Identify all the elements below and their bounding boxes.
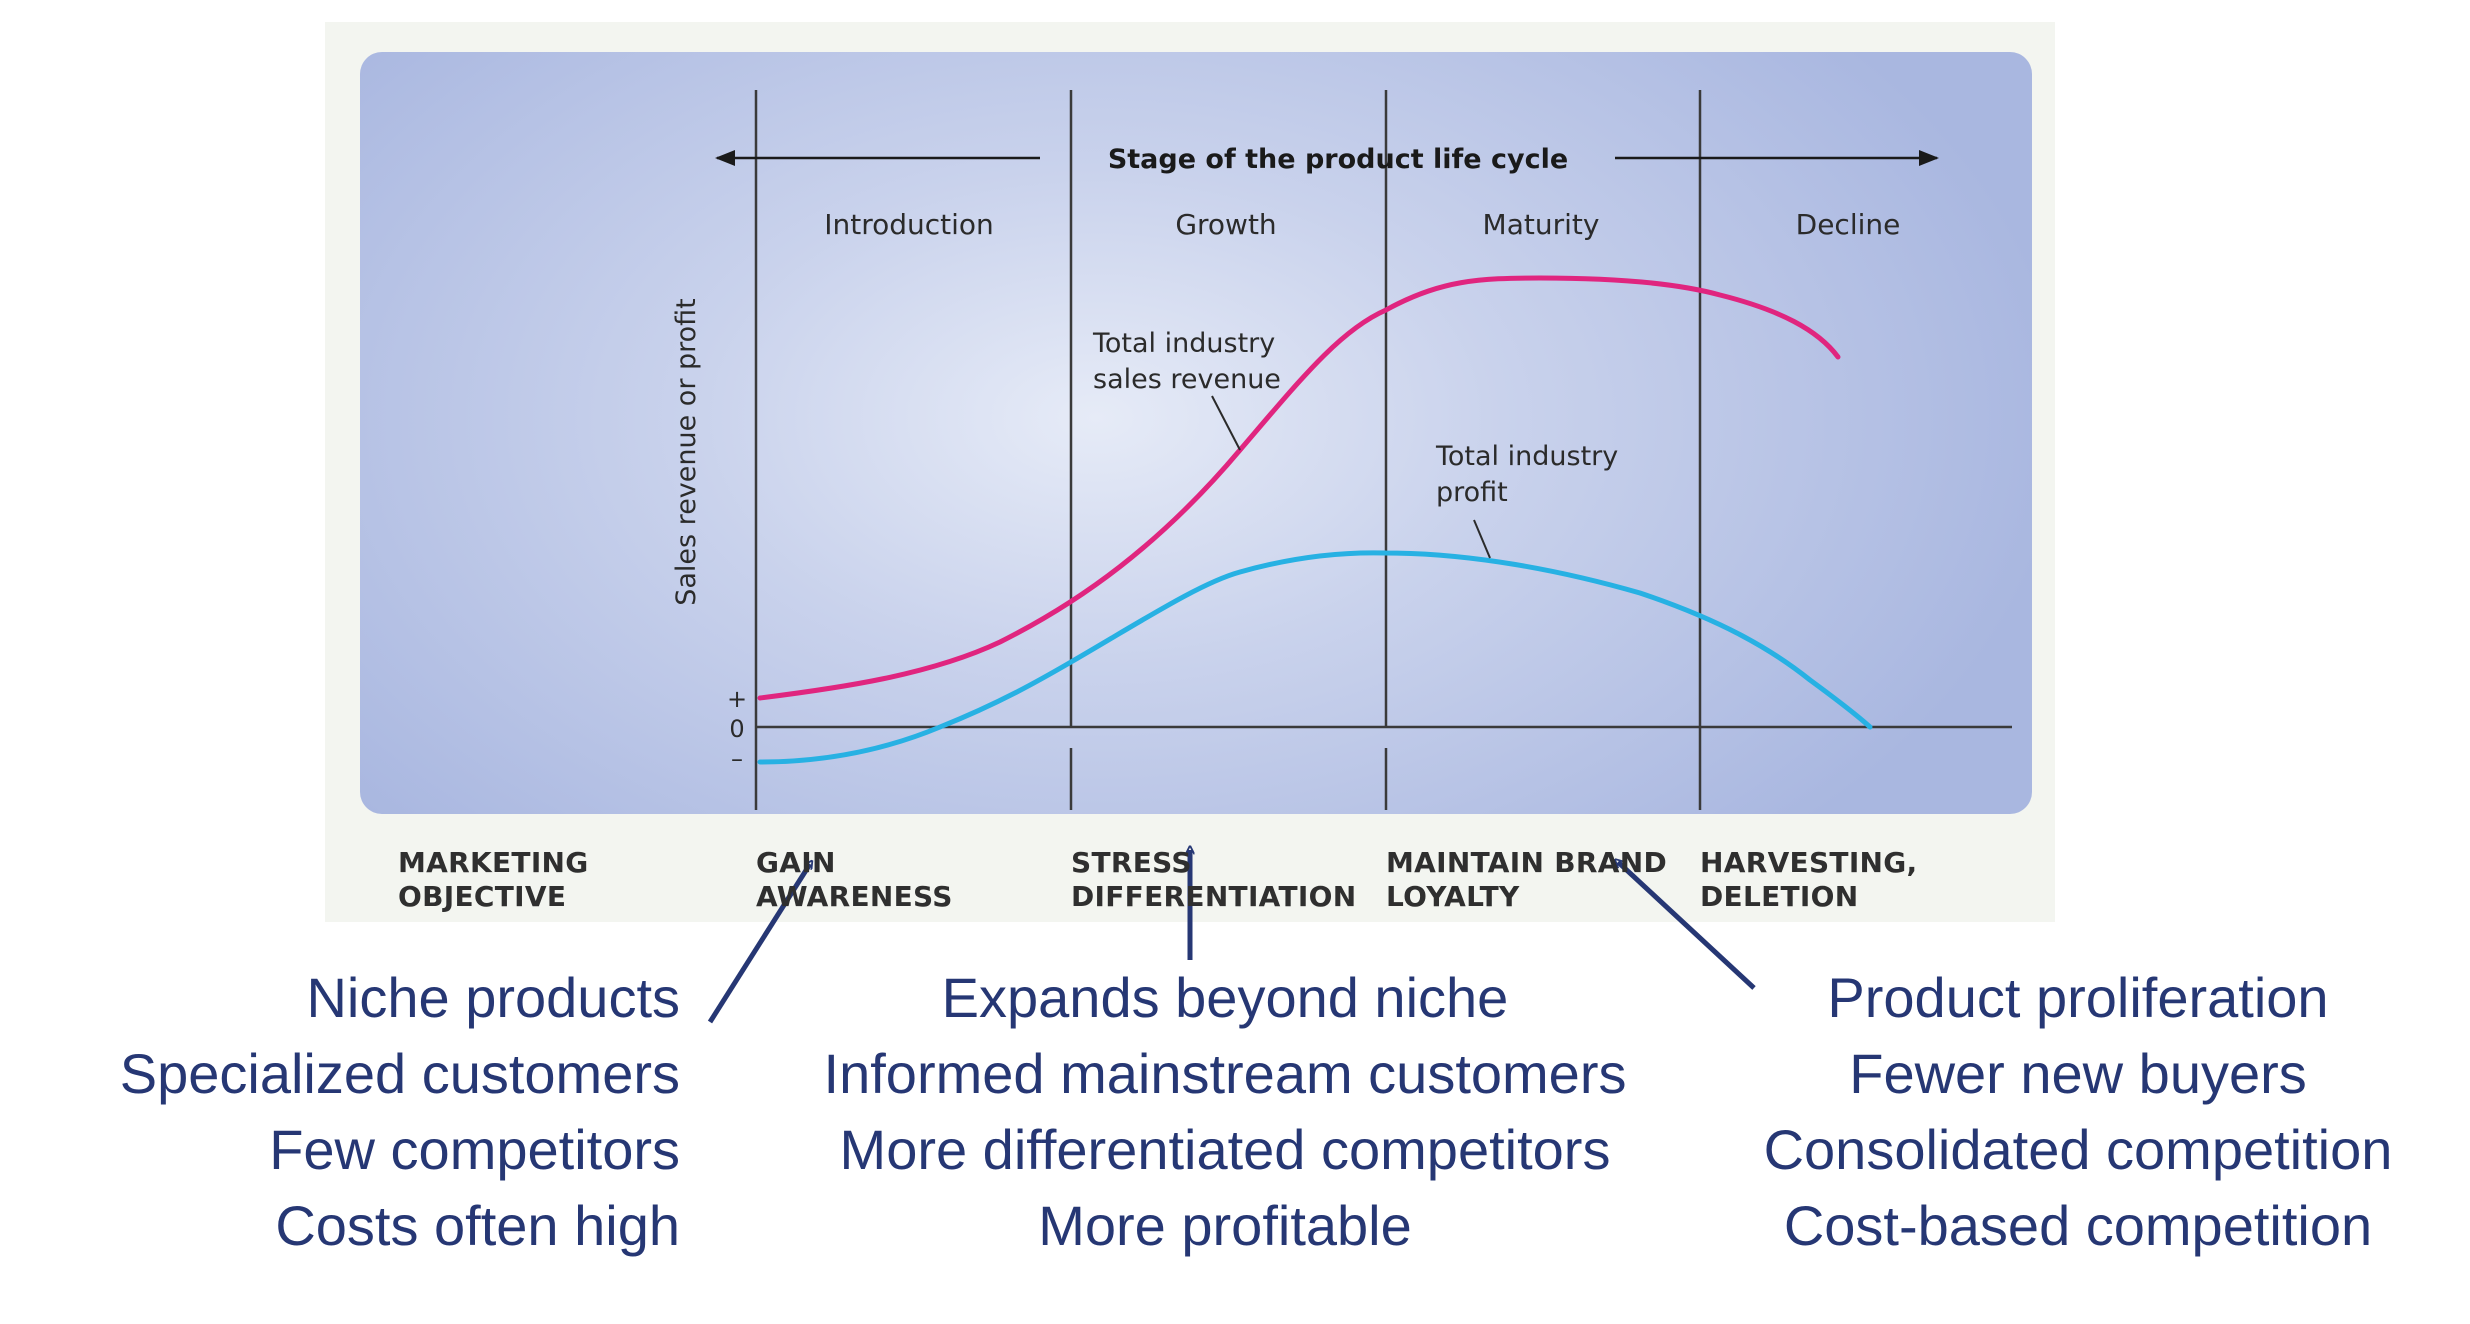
objective-text-line: STRESS bbox=[1071, 846, 1192, 879]
revenue-curve-label-line: sales revenue bbox=[1093, 364, 1281, 395]
y-axis-zero-mark: 0 bbox=[729, 715, 744, 743]
revenue-callout-line bbox=[1211, 395, 1241, 451]
objective-gain-awareness: GAIN AWARENESS bbox=[756, 846, 953, 914]
stage-label-introduction: Introduction bbox=[824, 208, 994, 241]
stage-label-decline: Decline bbox=[1796, 208, 1901, 241]
objective-text-line: MAINTAIN BRAND bbox=[1386, 846, 1668, 879]
diagram-panel bbox=[360, 52, 2032, 814]
profit-curve-label: Total industry profit bbox=[1435, 441, 1627, 508]
objective-text-line: AWARENESS bbox=[756, 880, 953, 913]
y-axis-minus-mark: – bbox=[731, 745, 743, 773]
note-line: Few competitors bbox=[269, 1118, 680, 1181]
revenue-curve-label-line: Total industry bbox=[1092, 328, 1275, 359]
stage-label-maturity: Maturity bbox=[1483, 208, 1600, 241]
arrow-to-gain-awareness bbox=[707, 864, 810, 1024]
objective-harvesting-deletion: HARVESTING, DELETION bbox=[1700, 846, 1918, 914]
objective-text-line: MARKETING bbox=[398, 846, 589, 879]
y-axis-plus-mark: + bbox=[727, 685, 747, 713]
note-line: More differentiated competitors bbox=[839, 1118, 1611, 1181]
life-cycle-header: Stage of the product life cycle bbox=[1108, 144, 1568, 175]
note-line: Cost-based competition bbox=[1783, 1194, 2373, 1257]
note-line: Consolidated competition bbox=[1763, 1118, 2393, 1181]
note-line: Expands beyond niche bbox=[941, 966, 1509, 1029]
note-line: More profitable bbox=[1038, 1194, 1412, 1257]
revenue-curve-label: Total industry sales revenue bbox=[1092, 328, 1284, 395]
marketing-objective-row-label: MARKETING OBJECTIVE bbox=[398, 846, 589, 914]
note-line: Costs often high bbox=[275, 1194, 680, 1257]
growth-notes: Expands beyond niche Informed mainstream… bbox=[824, 960, 1627, 1264]
objective-maintain-brand-loyalty: MAINTAIN BRAND LOYALTY bbox=[1386, 846, 1667, 914]
maturity-notes: Product proliferation Fewer new buyers C… bbox=[1764, 960, 2393, 1264]
note-line: Informed mainstream customers bbox=[823, 1042, 1627, 1105]
objective-text-line: DELETION bbox=[1700, 880, 1859, 913]
profit-curve-label-line: Total industry bbox=[1435, 441, 1618, 472]
objective-text-line: HARVESTING, bbox=[1700, 846, 1918, 879]
y-axis-label: Sales revenue or profit bbox=[671, 298, 702, 606]
stage-label-growth: Growth bbox=[1175, 208, 1276, 241]
objective-text-line: LOYALTY bbox=[1386, 880, 1520, 913]
profit-callout-line bbox=[1473, 519, 1491, 559]
objective-text-line: DIFFERENTIATION bbox=[1071, 880, 1357, 913]
profit-curve bbox=[757, 550, 1873, 765]
arrow-to-maintain-brand-loyalty bbox=[1618, 862, 1756, 990]
objective-text-line: GAIN bbox=[756, 846, 836, 879]
introduction-notes: Niche products Specialized customers Few… bbox=[120, 960, 680, 1264]
objective-stress-differentiation: STRESS DIFFERENTIATION bbox=[1071, 846, 1356, 914]
profit-curve-label-line: profit bbox=[1436, 477, 1508, 508]
objective-text-line: OBJECTIVE bbox=[398, 880, 567, 913]
revenue-curve bbox=[757, 275, 1841, 701]
note-line: Specialized customers bbox=[119, 1042, 680, 1105]
note-line: Product proliferation bbox=[1827, 966, 2329, 1029]
note-line: Niche products bbox=[306, 966, 680, 1029]
note-line: Fewer new buyers bbox=[1849, 1042, 2307, 1105]
